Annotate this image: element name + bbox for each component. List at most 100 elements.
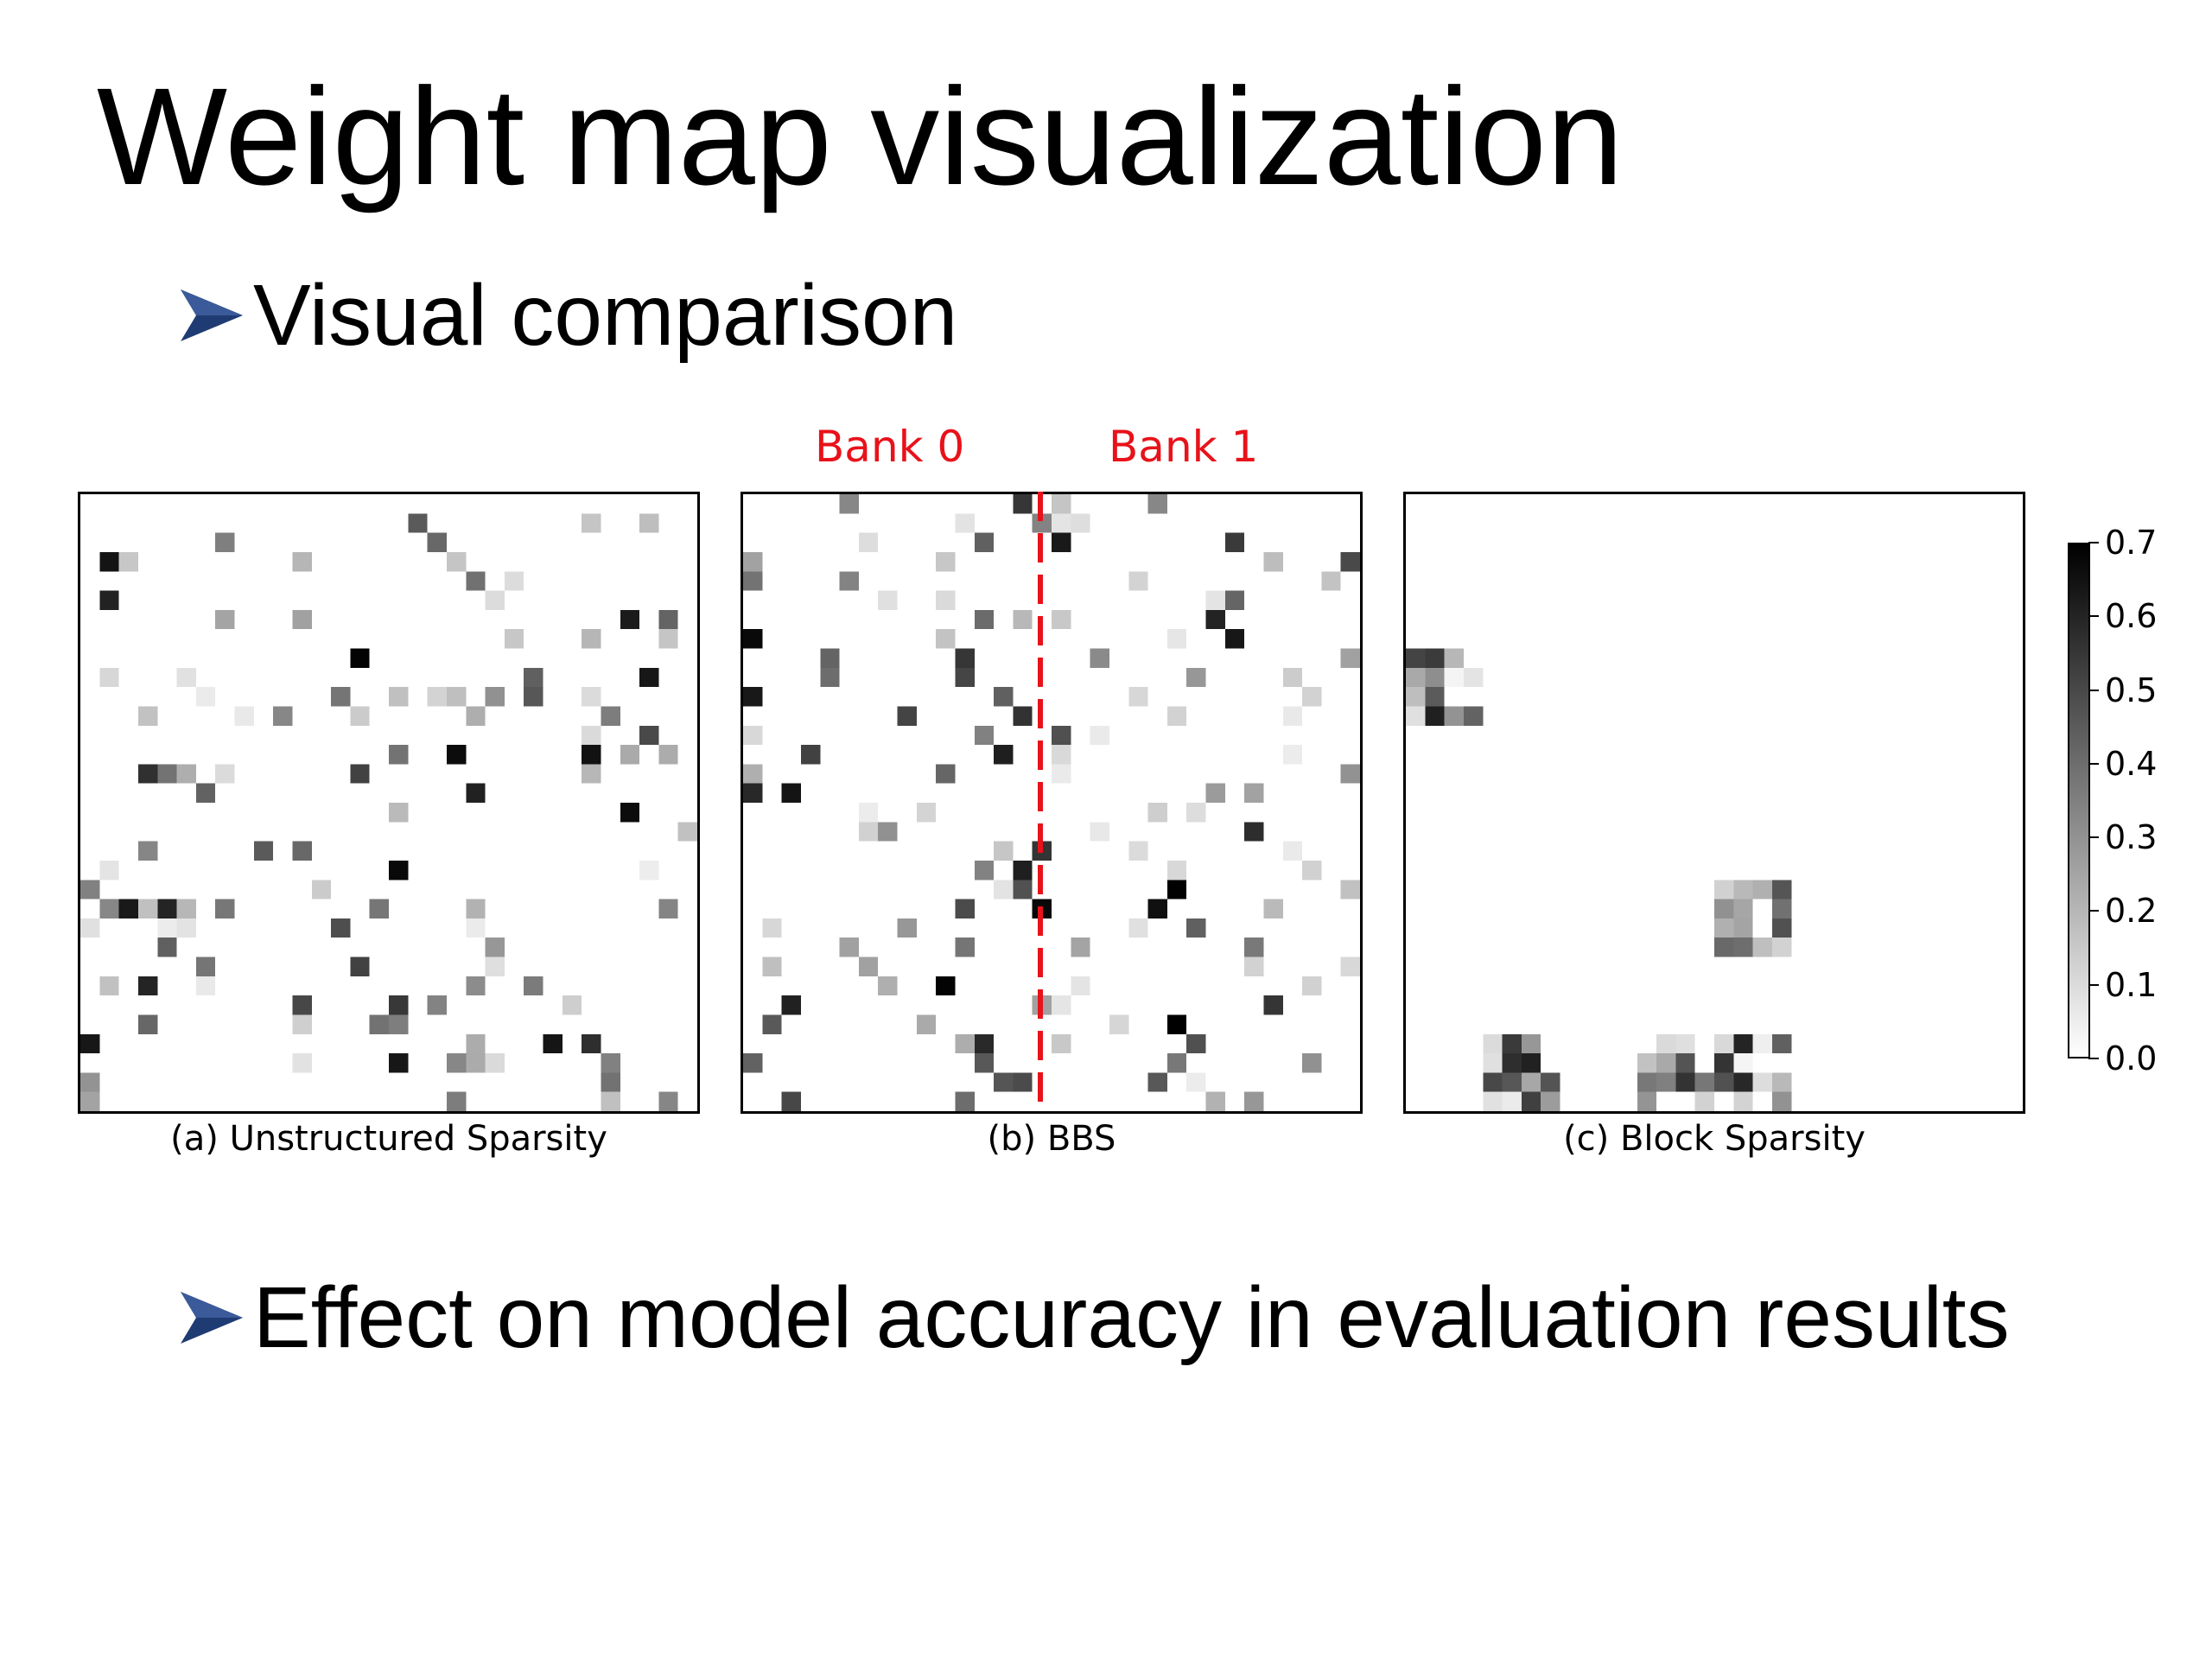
heatmap-cell bbox=[176, 667, 196, 688]
heatmap-cell bbox=[137, 1014, 158, 1034]
heatmap-cell bbox=[955, 513, 975, 533]
heatmap-cell bbox=[1147, 1072, 1167, 1092]
heatmap-cell bbox=[1406, 706, 1426, 726]
heatmap-cell bbox=[1637, 1072, 1657, 1092]
colorbar-tick bbox=[2088, 836, 2099, 839]
heatmap-cell bbox=[1675, 1033, 1695, 1054]
heatmap-cell bbox=[1463, 667, 1484, 688]
heatmap-cell bbox=[157, 764, 177, 784]
heatmap-cell bbox=[974, 725, 995, 746]
heatmap-cell bbox=[582, 629, 601, 649]
slide-title: Weight map visualization bbox=[97, 59, 1624, 213]
heatmap-cell bbox=[1263, 899, 1283, 918]
heatmap-cell bbox=[1733, 1033, 1753, 1054]
colorbar bbox=[2068, 543, 2090, 1058]
heatmap-cell bbox=[936, 976, 956, 996]
heatmap-cell bbox=[1752, 1033, 1772, 1054]
heatmap-cell bbox=[1340, 648, 1360, 668]
heatmap-cell bbox=[215, 764, 235, 784]
heatmap-cell bbox=[1714, 1033, 1734, 1054]
heatmap-cell bbox=[485, 938, 505, 957]
heatmap-cell bbox=[1502, 1091, 1522, 1111]
heatmap-cell bbox=[1444, 706, 1464, 726]
heatmap-cell bbox=[1637, 1091, 1657, 1111]
heatmap-cell bbox=[331, 918, 351, 938]
heatmap-cell bbox=[1714, 918, 1734, 938]
heatmap-cell bbox=[466, 976, 486, 996]
heatmap-cell bbox=[974, 860, 995, 880]
heatmap-cell bbox=[485, 957, 505, 976]
heatmap-cell bbox=[601, 1091, 620, 1111]
heatmap-cell bbox=[1521, 1091, 1541, 1111]
heatmap-cell bbox=[157, 899, 177, 918]
heatmap-cell bbox=[485, 1053, 505, 1073]
heatmap-cell bbox=[601, 1053, 620, 1073]
heatmap-cell bbox=[1013, 609, 1033, 630]
heatmap-cell bbox=[1771, 938, 1792, 957]
heatmap-cell bbox=[582, 687, 601, 707]
heatmap-cell bbox=[350, 957, 370, 976]
heatmap-cell bbox=[195, 976, 216, 996]
heatmap-cell bbox=[936, 590, 956, 610]
heatmap-cell bbox=[195, 687, 216, 707]
heatmap-cell bbox=[1244, 1091, 1264, 1111]
heatmap-cell bbox=[955, 1033, 975, 1054]
heatmap-cell bbox=[677, 822, 697, 842]
heatmap-cell bbox=[936, 764, 956, 784]
heatmap-cell bbox=[543, 1033, 563, 1054]
heatmap-cell bbox=[1714, 1053, 1734, 1073]
heatmap-cell bbox=[1013, 880, 1033, 899]
heatmap-cell bbox=[1052, 995, 1071, 1015]
heatmap-cell bbox=[1752, 1072, 1772, 1092]
heatmap-cell bbox=[1733, 938, 1753, 957]
heatmap-cell bbox=[292, 609, 312, 630]
heatmap-cell bbox=[1406, 687, 1426, 707]
heatmap-cell bbox=[839, 571, 859, 591]
heatmap-cell bbox=[658, 745, 678, 765]
heatmap-cell bbox=[1205, 590, 1225, 610]
heatmap-cell bbox=[1052, 745, 1071, 765]
heatmap-cell bbox=[137, 764, 158, 784]
heatmap-cell bbox=[234, 706, 254, 726]
heatmap-cell bbox=[446, 745, 467, 765]
heatmap-cell bbox=[1656, 1033, 1676, 1054]
colorbar-tick-label: 0.1 bbox=[2105, 965, 2158, 1004]
heatmap-cell bbox=[1406, 648, 1426, 668]
heatmap-cell bbox=[1071, 976, 1090, 996]
heatmap-cell bbox=[292, 1053, 312, 1073]
heatmap-cell bbox=[195, 783, 216, 803]
heatmap-cell bbox=[858, 822, 879, 842]
heatmap-cell bbox=[1714, 938, 1734, 957]
heatmap-cell bbox=[80, 880, 100, 899]
heatmap-cell bbox=[331, 687, 351, 707]
heatmap-cell bbox=[215, 899, 235, 918]
heatmap-cell bbox=[292, 551, 312, 572]
heatmap-cell bbox=[1244, 783, 1264, 803]
heatmap-cell bbox=[1541, 1091, 1560, 1111]
heatmap-cell bbox=[1013, 706, 1033, 726]
heatmap-cell bbox=[1166, 860, 1187, 880]
bank-divider-line bbox=[1038, 492, 1043, 1114]
heatmap-cell bbox=[1186, 918, 1206, 938]
colorbar-tick-label: 0.2 bbox=[2105, 892, 2158, 931]
heatmap-cell bbox=[936, 551, 956, 572]
heatmap-cell bbox=[389, 803, 409, 823]
heatmap-cell bbox=[762, 957, 782, 976]
heatmap-cell bbox=[137, 841, 158, 861]
heatmap-cell bbox=[955, 938, 975, 957]
heatmap-cell bbox=[1521, 1053, 1541, 1073]
heatmap-cell bbox=[137, 899, 158, 918]
heatmap-cell bbox=[1714, 1072, 1734, 1092]
heatmap-cell bbox=[620, 609, 640, 630]
heatmap-cell bbox=[955, 667, 975, 688]
heatmap-cell bbox=[504, 629, 524, 649]
heatmap-cell bbox=[743, 571, 763, 591]
heatmap-cell bbox=[1090, 725, 1109, 746]
heatmap-cell bbox=[1052, 532, 1071, 552]
heatmap-cell bbox=[504, 571, 524, 591]
heatmap-cell bbox=[658, 609, 678, 630]
heatmap-cell bbox=[1147, 899, 1167, 918]
heatmap-cell bbox=[1302, 860, 1322, 880]
heatmap-cell bbox=[1733, 918, 1753, 938]
heatmap-cell bbox=[658, 1091, 678, 1111]
